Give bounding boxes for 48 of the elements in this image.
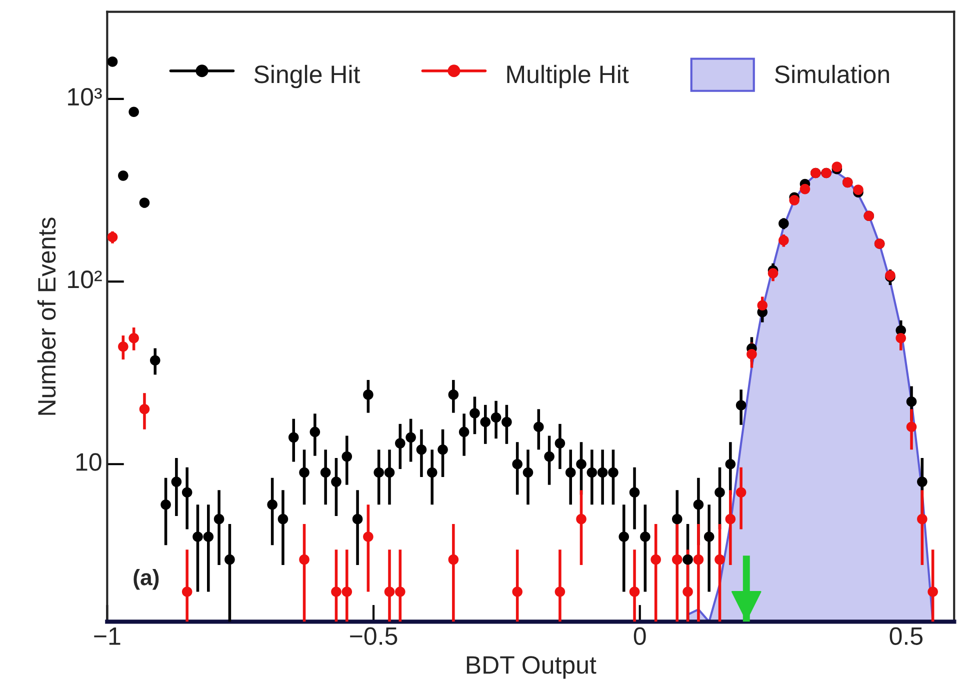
point [395, 586, 406, 597]
point [789, 195, 800, 206]
point [778, 235, 789, 246]
point [800, 184, 810, 194]
point [714, 554, 725, 565]
point [384, 586, 395, 597]
y-tick-label: 10² [68, 270, 102, 288]
point [342, 586, 352, 597]
point [363, 532, 374, 542]
point [448, 554, 459, 565]
point [757, 300, 768, 311]
point [768, 268, 778, 278]
point [746, 349, 757, 360]
point [928, 586, 938, 597]
point [107, 232, 118, 242]
point [906, 422, 917, 432]
point [139, 404, 150, 414]
point [128, 332, 139, 344]
point [917, 514, 928, 524]
legend-label: Multiple Hit [507, 64, 629, 88]
x-tick-label: 0.5 [890, 627, 923, 645]
point [554, 586, 566, 597]
y-tick-label: 10 [76, 453, 102, 471]
point [896, 332, 906, 344]
point [736, 487, 746, 498]
x-axis-title: BDT Output [466, 656, 596, 679]
point [725, 514, 736, 524]
point [672, 554, 682, 565]
x-tick-label: −0.5 [350, 627, 398, 645]
x-tick-label: 0 [634, 627, 646, 645]
legend-label: Single Hit [254, 64, 360, 88]
y-tick-label: 10³ [68, 88, 102, 106]
point [331, 586, 342, 597]
point [576, 514, 586, 524]
point [650, 554, 661, 565]
point [512, 586, 522, 597]
point [693, 554, 704, 565]
point [299, 554, 310, 565]
point [682, 586, 693, 597]
y-axis-title: Number of Events [37, 218, 56, 415]
point [853, 184, 864, 195]
point [832, 162, 842, 172]
point [629, 586, 640, 597]
legend-label: Simulation [775, 64, 889, 84]
point [118, 341, 128, 352]
annotation: (a) [134, 569, 159, 590]
point [182, 586, 192, 597]
x-tick-label: −1 [94, 628, 120, 645]
